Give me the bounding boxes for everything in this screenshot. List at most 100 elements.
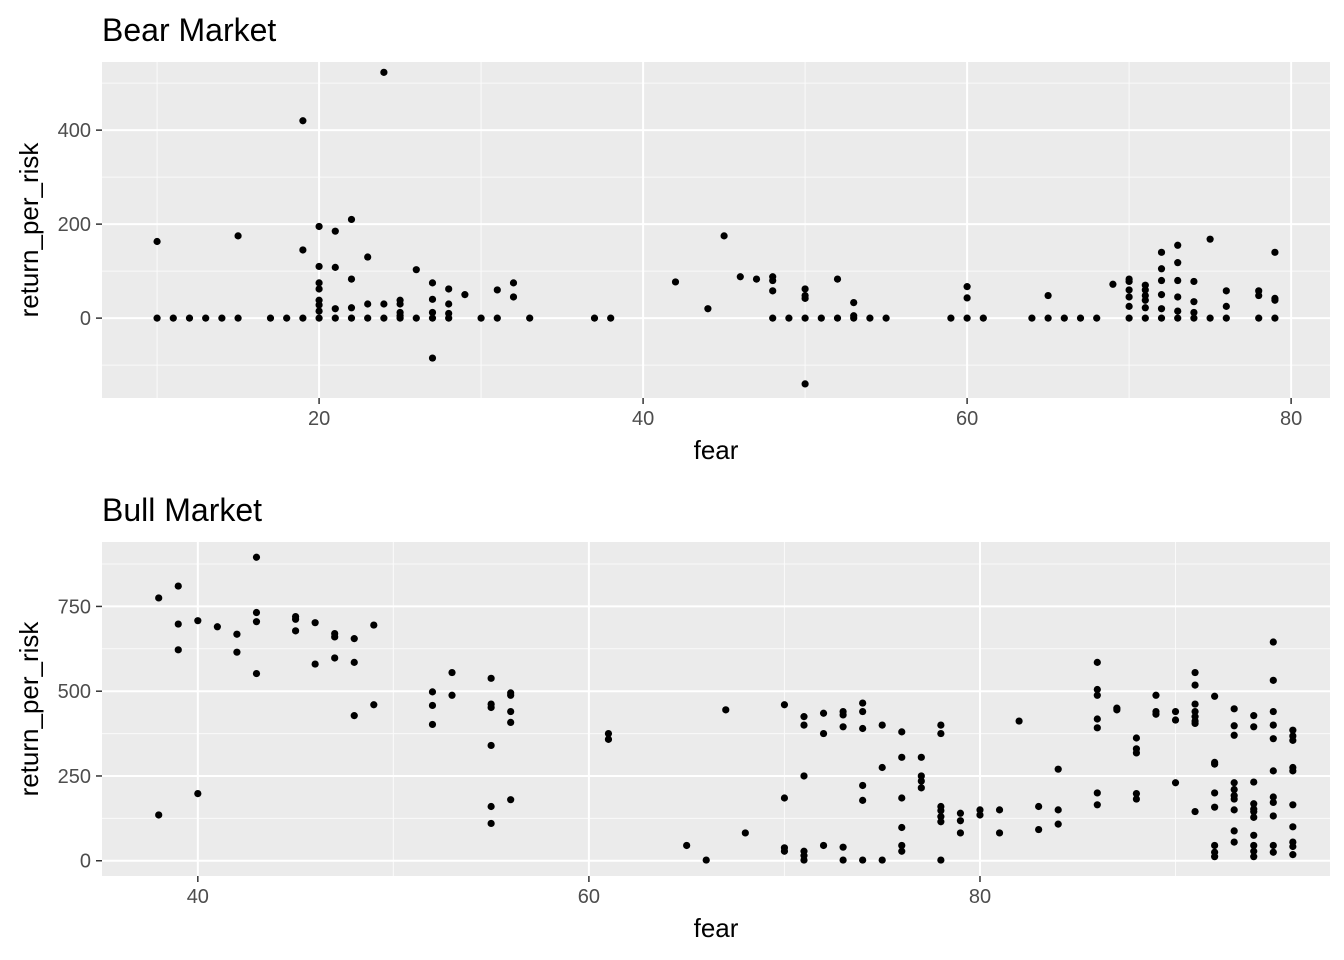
bear-data-point bbox=[428, 308, 437, 317]
bull-data-point bbox=[819, 841, 828, 850]
bull-data-point bbox=[1171, 716, 1180, 724]
bear-data-point bbox=[428, 279, 437, 287]
bull-data-point bbox=[487, 674, 495, 682]
bull-y-tick-label: 750 bbox=[58, 596, 91, 618]
bear-data-point bbox=[218, 314, 226, 322]
bear-tick-marks bbox=[96, 129, 1292, 404]
bear-data-point bbox=[1125, 302, 1133, 310]
bear-data-point bbox=[445, 300, 453, 308]
bear-data-point bbox=[1190, 308, 1198, 317]
bull-data-point bbox=[780, 701, 789, 709]
bull-data-point bbox=[800, 713, 808, 721]
bear-data-point bbox=[1206, 235, 1214, 243]
bull-data-point bbox=[1054, 806, 1062, 814]
bear-data-point bbox=[1157, 305, 1166, 313]
bull-tick-marks bbox=[96, 605, 981, 882]
bear-data-point bbox=[833, 275, 842, 283]
bear-data-point bbox=[299, 117, 307, 125]
bull-data-point bbox=[448, 668, 456, 677]
bear-data-point bbox=[364, 314, 372, 322]
bear-data-point bbox=[1174, 314, 1182, 322]
bull-data-point bbox=[917, 777, 925, 785]
bull-data-point bbox=[233, 630, 241, 638]
bull-x-axis-title: fear bbox=[694, 913, 739, 943]
bull-data-point bbox=[1250, 831, 1258, 839]
bear-data-point bbox=[153, 314, 161, 322]
bear-data-point bbox=[477, 314, 485, 322]
bear-market-title: Bear Market bbox=[102, 12, 276, 48]
bear-data-point bbox=[234, 314, 242, 322]
bear-data-point bbox=[1206, 314, 1214, 322]
bull-data-point bbox=[311, 619, 319, 627]
bear-data-point bbox=[963, 283, 971, 291]
bull-data-point bbox=[800, 856, 808, 864]
bull-data-point bbox=[839, 723, 847, 731]
bear-data-point bbox=[445, 314, 453, 322]
bull-data-point bbox=[1230, 806, 1238, 814]
bull-data-point bbox=[1269, 793, 1277, 801]
bear-data-point bbox=[396, 314, 404, 322]
bear-data-point bbox=[185, 314, 194, 322]
bull-data-point bbox=[956, 817, 965, 825]
bull-data-point bbox=[604, 735, 613, 743]
bull-data-point bbox=[1250, 800, 1258, 808]
bull-data-point bbox=[194, 617, 202, 625]
bull-data-point bbox=[174, 582, 182, 590]
bull-data-point bbox=[819, 729, 828, 738]
bear-data-point bbox=[1174, 259, 1182, 267]
bull-y-axis-title: return_per_risk bbox=[14, 621, 44, 797]
bull-data-point bbox=[1289, 767, 1297, 775]
bear-data-point bbox=[736, 273, 744, 281]
bear-data-point bbox=[331, 305, 339, 313]
bull-data-point bbox=[507, 691, 515, 699]
bear-data-point bbox=[315, 314, 323, 322]
bull-tick-labels: 40 60 80 0 250 500 750 bbox=[58, 596, 991, 908]
bull-data-point bbox=[1191, 668, 1199, 677]
bear-x-tick-label: 40 bbox=[632, 408, 654, 430]
bull-market-title: Bull Market bbox=[102, 492, 262, 528]
bear-plot-background bbox=[102, 62, 1330, 398]
bear-data-point bbox=[1255, 291, 1263, 300]
bull-y-tick-label: 250 bbox=[58, 766, 91, 788]
bull-data-point bbox=[1035, 802, 1043, 811]
bear-data-point bbox=[1174, 276, 1182, 285]
bull-data-point bbox=[1250, 712, 1258, 720]
bear-data-point bbox=[1125, 277, 1133, 286]
bear-data-point bbox=[331, 314, 339, 322]
bear-data-point bbox=[347, 215, 356, 224]
bear-data-point bbox=[266, 314, 275, 322]
bear-tick-labels: 20 40 60 80 0 200 400 bbox=[58, 120, 1303, 430]
bull-data-point bbox=[252, 669, 261, 678]
bear-data-point bbox=[963, 314, 971, 322]
bear-data-point bbox=[1125, 314, 1133, 322]
bull-data-point bbox=[1230, 731, 1238, 739]
bull-data-point bbox=[1191, 700, 1199, 708]
bull-data-point bbox=[1132, 795, 1141, 803]
bear-data-point bbox=[1190, 277, 1198, 286]
bear-x-tick-label: 80 bbox=[1280, 408, 1302, 430]
bear-data-point bbox=[1190, 314, 1198, 322]
bear-data-point bbox=[1028, 314, 1036, 322]
bear-data-point bbox=[380, 68, 388, 76]
bear-data-point bbox=[412, 266, 420, 274]
bear-data-point bbox=[153, 237, 161, 246]
bull-data-point bbox=[937, 721, 945, 729]
bull-data-point bbox=[878, 763, 886, 772]
bull-data-point bbox=[800, 721, 808, 729]
bull-data-point bbox=[917, 753, 925, 761]
bull-data-point bbox=[722, 706, 730, 714]
bull-data-point bbox=[1093, 715, 1101, 723]
bull-data-point bbox=[291, 615, 300, 623]
bear-data-point bbox=[1076, 314, 1085, 322]
bull-x-tick-label: 80 bbox=[969, 886, 991, 908]
bear-data-point bbox=[315, 262, 323, 271]
bull-data-point bbox=[428, 701, 437, 710]
bull-data-point bbox=[859, 699, 867, 707]
bear-data-point bbox=[1141, 296, 1149, 304]
bull-data-point bbox=[800, 772, 808, 780]
bull-data-point bbox=[331, 654, 339, 662]
bull-x-tick-label: 60 bbox=[578, 886, 600, 908]
bear-data-point bbox=[396, 300, 404, 308]
bear-data-point bbox=[364, 300, 372, 308]
